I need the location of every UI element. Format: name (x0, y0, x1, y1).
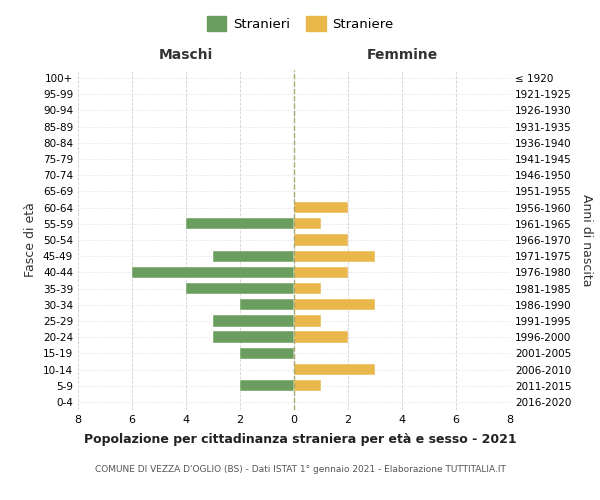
Text: Popolazione per cittadinanza straniera per età e sesso - 2021: Popolazione per cittadinanza straniera p… (83, 432, 517, 446)
Bar (213, 332, 294, 343)
Bar (294, 234, 348, 246)
Y-axis label: Fasce di età: Fasce di età (25, 202, 37, 278)
Bar (186, 218, 294, 230)
Text: COMUNE DI VEZZA D'OGLIO (BS) - Dati ISTAT 1° gennaio 2021 - Elaborazione TUTTITA: COMUNE DI VEZZA D'OGLIO (BS) - Dati ISTA… (95, 466, 505, 474)
Bar (294, 380, 321, 392)
Bar (186, 283, 294, 294)
Bar (240, 299, 294, 310)
Text: Femmine: Femmine (367, 48, 437, 62)
Bar (294, 266, 348, 278)
Bar (294, 332, 348, 343)
Legend: Stranieri, Straniere: Stranieri, Straniere (203, 12, 397, 35)
Bar (294, 283, 321, 294)
Bar (294, 316, 321, 326)
Bar (294, 299, 375, 310)
Bar (240, 380, 294, 392)
Bar (294, 218, 321, 230)
Bar (294, 202, 348, 213)
Bar (294, 250, 375, 262)
Bar (240, 348, 294, 359)
Bar (213, 250, 294, 262)
Bar (294, 364, 375, 375)
Y-axis label: Anni di nascita: Anni di nascita (580, 194, 593, 286)
Text: Maschi: Maschi (159, 48, 213, 62)
Bar (132, 266, 294, 278)
Bar (213, 316, 294, 326)
